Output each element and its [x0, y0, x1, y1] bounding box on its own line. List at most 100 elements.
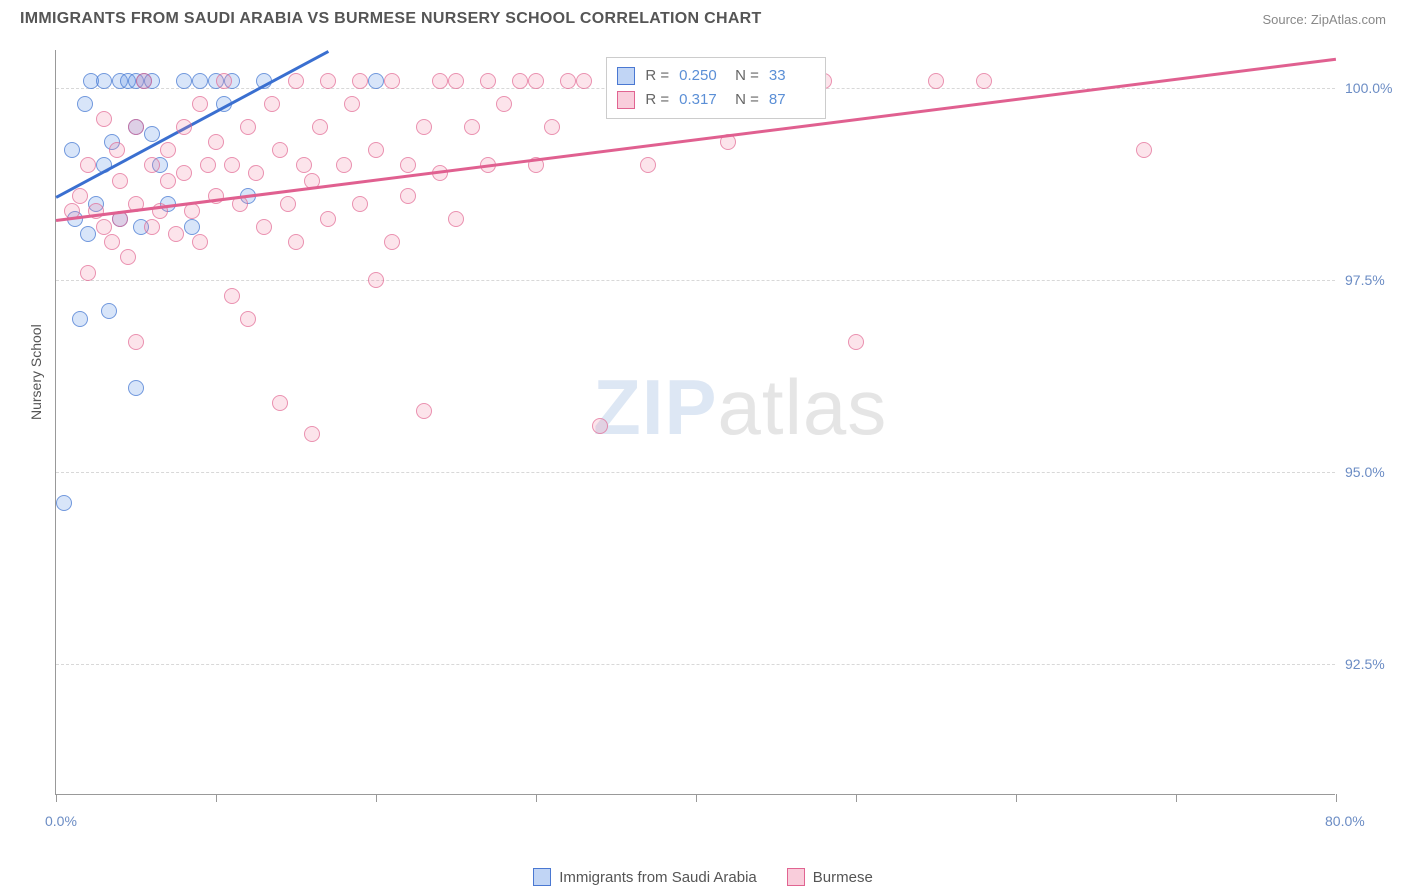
- data-point: [176, 165, 192, 181]
- data-point: [480, 73, 496, 89]
- data-point: [192, 73, 208, 89]
- data-point: [128, 380, 144, 396]
- data-point: [496, 96, 512, 112]
- legend-swatch-icon: [617, 67, 635, 85]
- data-point: [344, 96, 360, 112]
- y-tick-label: 95.0%: [1345, 464, 1385, 480]
- data-point: [320, 211, 336, 227]
- data-point: [352, 73, 368, 89]
- stat-r-value: 0.317: [679, 88, 725, 112]
- data-point: [192, 96, 208, 112]
- y-tick-label: 100.0%: [1345, 80, 1392, 96]
- stat-n-value: 33: [769, 64, 815, 88]
- data-point: [312, 119, 328, 135]
- y-tick-label: 97.5%: [1345, 272, 1385, 288]
- data-point: [448, 73, 464, 89]
- data-point: [384, 234, 400, 250]
- legend-item-burmese: Burmese: [787, 868, 873, 886]
- stat-n-label: N =: [735, 64, 759, 88]
- data-point: [184, 219, 200, 235]
- x-tick: [56, 794, 57, 802]
- gridline: [56, 472, 1335, 473]
- data-point: [416, 403, 432, 419]
- data-point: [528, 73, 544, 89]
- data-point: [168, 226, 184, 242]
- data-point: [288, 73, 304, 89]
- x-tick: [536, 794, 537, 802]
- data-point: [77, 96, 93, 112]
- data-point: [464, 119, 480, 135]
- x-tick-label: 80.0%: [1325, 813, 1365, 829]
- data-point: [192, 234, 208, 250]
- legend-swatch-icon: [533, 868, 551, 886]
- data-point: [976, 73, 992, 89]
- data-point: [224, 157, 240, 173]
- data-point: [56, 495, 72, 511]
- y-tick-label: 92.5%: [1345, 656, 1385, 672]
- data-point: [176, 73, 192, 89]
- source-attribution: Source: ZipAtlas.com: [1262, 12, 1386, 27]
- gridline: [56, 280, 1335, 281]
- data-point: [200, 157, 216, 173]
- watermark: ZIPatlas: [593, 362, 887, 453]
- data-point: [224, 288, 240, 304]
- data-point: [592, 418, 608, 434]
- stats-row: R =0.317N =87: [617, 88, 815, 112]
- stat-n-value: 87: [769, 88, 815, 112]
- data-point: [96, 73, 112, 89]
- data-point: [208, 134, 224, 150]
- data-point: [272, 395, 288, 411]
- data-point: [640, 157, 656, 173]
- data-point: [136, 73, 152, 89]
- x-tick: [856, 794, 857, 802]
- data-point: [560, 73, 576, 89]
- x-tick: [1336, 794, 1337, 802]
- data-point: [1136, 142, 1152, 158]
- y-axis-label: Nursery School: [28, 324, 44, 420]
- scatter-chart: ZIPatlas R =0.250N =33R =0.317N =87: [55, 50, 1335, 795]
- data-point: [264, 96, 280, 112]
- x-tick-label: 0.0%: [45, 813, 77, 829]
- chart-title: IMMIGRANTS FROM SAUDI ARABIA VS BURMESE …: [20, 10, 762, 28]
- legend-swatch-icon: [617, 91, 635, 109]
- data-point: [296, 157, 312, 173]
- data-point: [144, 157, 160, 173]
- legend-label: Burmese: [813, 869, 873, 886]
- data-point: [544, 119, 560, 135]
- data-point: [240, 119, 256, 135]
- data-point: [368, 73, 384, 89]
- data-point: [160, 173, 176, 189]
- data-point: [848, 334, 864, 350]
- data-point: [216, 73, 232, 89]
- data-point: [96, 219, 112, 235]
- data-point: [272, 142, 288, 158]
- data-point: [256, 219, 272, 235]
- data-point: [248, 165, 264, 181]
- data-point: [384, 73, 400, 89]
- gridline: [56, 664, 1335, 665]
- data-point: [576, 73, 592, 89]
- data-point: [416, 119, 432, 135]
- stats-row: R =0.250N =33: [617, 64, 815, 88]
- data-point: [928, 73, 944, 89]
- data-point: [128, 119, 144, 135]
- bottom-legend: Immigrants from Saudi Arabia Burmese: [0, 868, 1406, 886]
- x-tick: [1176, 794, 1177, 802]
- data-point: [512, 73, 528, 89]
- legend-label: Immigrants from Saudi Arabia: [559, 869, 757, 886]
- legend-swatch-icon: [787, 868, 805, 886]
- stat-r-value: 0.250: [679, 64, 725, 88]
- correlation-stats-box: R =0.250N =33R =0.317N =87: [606, 57, 826, 119]
- data-point: [72, 188, 88, 204]
- data-point: [101, 303, 117, 319]
- legend-item-saudi: Immigrants from Saudi Arabia: [533, 868, 757, 886]
- data-point: [368, 142, 384, 158]
- x-tick: [376, 794, 377, 802]
- x-tick: [216, 794, 217, 802]
- data-point: [320, 73, 336, 89]
- data-point: [104, 234, 120, 250]
- data-point: [64, 142, 80, 158]
- data-point: [96, 111, 112, 127]
- data-point: [280, 196, 296, 212]
- x-tick: [696, 794, 697, 802]
